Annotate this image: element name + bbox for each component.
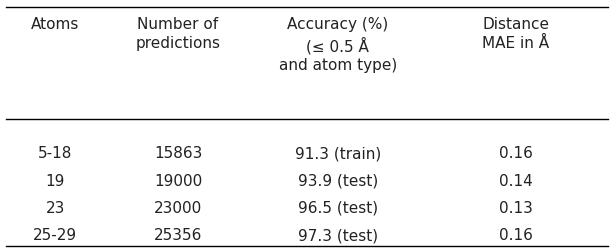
Text: 25356: 25356 <box>154 228 202 243</box>
Text: 0.13: 0.13 <box>499 201 533 216</box>
Text: 0.14: 0.14 <box>499 174 532 188</box>
Text: 97.3 (test): 97.3 (test) <box>298 228 378 243</box>
Text: Accuracy (%)
(≤ 0.5 Å
and atom type): Accuracy (%) (≤ 0.5 Å and atom type) <box>279 17 397 73</box>
Text: Distance
MAE in Å: Distance MAE in Å <box>482 17 550 51</box>
Text: 93.9 (test): 93.9 (test) <box>298 174 378 188</box>
Text: 23: 23 <box>45 201 65 216</box>
Text: 19000: 19000 <box>154 174 202 188</box>
Text: 23000: 23000 <box>154 201 202 216</box>
Text: 0.16: 0.16 <box>499 146 533 161</box>
Text: 5-18: 5-18 <box>38 146 72 161</box>
Text: 96.5 (test): 96.5 (test) <box>298 201 378 216</box>
Text: 25-29: 25-29 <box>33 228 77 243</box>
Text: 0.16: 0.16 <box>499 228 533 243</box>
Text: Number of
predictions: Number of predictions <box>136 17 220 51</box>
Text: 91.3 (train): 91.3 (train) <box>295 146 381 161</box>
Text: 19: 19 <box>45 174 65 188</box>
Text: Atoms: Atoms <box>31 17 79 32</box>
Text: 15863: 15863 <box>154 146 202 161</box>
